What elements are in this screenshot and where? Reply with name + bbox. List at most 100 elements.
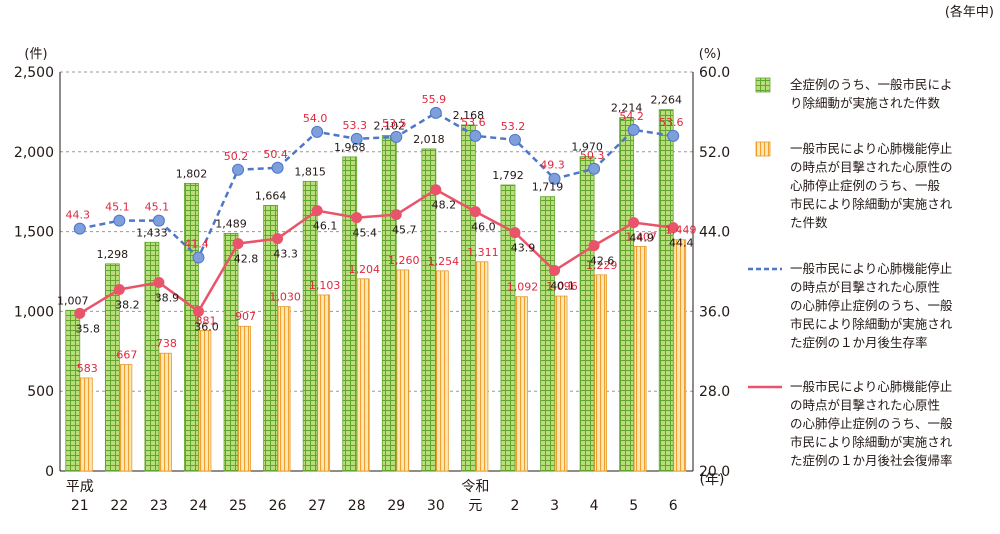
- point-survival: [508, 133, 521, 146]
- bar-witnessed-cases: [159, 352, 172, 472]
- y-right-tick: 60.0: [699, 65, 730, 81]
- point-social-return-label: 48.2: [432, 199, 457, 212]
- bar-witnessed-cases-label: 738: [156, 337, 177, 350]
- x-tick-label: 2: [511, 498, 520, 514]
- bar-witnessed-cases: [356, 278, 370, 472]
- point-survival-label: 53.3: [342, 119, 367, 132]
- point-survival-label: 54.0: [303, 112, 328, 125]
- x-tick-label: 29: [387, 498, 405, 514]
- bar-all-cases: [65, 309, 81, 472]
- y-left-tick: 500: [27, 384, 54, 400]
- point-survival: [73, 222, 86, 235]
- bar-all-cases-label: 1,489: [215, 217, 247, 230]
- bar-witnessed-cases-label: 1,103: [309, 279, 341, 292]
- bar-all-cases-label: 1,664: [255, 189, 287, 202]
- point-social-return: [390, 209, 402, 221]
- legend-text: の時点が目撃された心原性の: [790, 160, 953, 175]
- y-left-tick: 1,500: [14, 225, 54, 241]
- legend: 全症例のうち、一般市民により除細動が実施された件数一般市民により心肺機能停止の時…: [748, 77, 953, 468]
- bar-all-cases: [658, 109, 674, 472]
- bar-all-cases-label: 2,102: [374, 120, 406, 133]
- legend-text: 市民により除細動が実施され: [790, 435, 953, 450]
- bar-witnessed-cases-label: 1,311: [467, 246, 499, 259]
- bar-all-cases: [461, 124, 476, 472]
- point-survival: [548, 172, 561, 185]
- bar-all-cases-label: 1,970: [571, 141, 603, 154]
- x-tick-label: 28: [348, 498, 366, 514]
- point-survival: [192, 251, 205, 264]
- point-survival: [311, 125, 324, 138]
- x-tick-era: 平成: [66, 479, 94, 495]
- point-social-return: [549, 265, 561, 277]
- x-tick-label: 22: [110, 498, 128, 514]
- point-survival: [667, 129, 680, 142]
- point-survival: [429, 106, 442, 119]
- point-survival: [271, 161, 284, 174]
- point-social-return-label: 36.0: [194, 320, 219, 333]
- legend-swatch-all-cases: [755, 77, 771, 93]
- point-survival-label: 53.5: [382, 117, 407, 130]
- x-tick-label: 21: [71, 498, 89, 514]
- y-left-tick: 2,500: [14, 65, 54, 81]
- x-tick-label: 3: [550, 498, 559, 514]
- bar-witnessed-cases: [554, 295, 568, 472]
- legend-text: 一般市民により心肺機能停止: [790, 261, 952, 276]
- bar-all-cases: [263, 205, 278, 472]
- y-right-tick: 36.0: [699, 304, 730, 320]
- point-survival: [469, 129, 482, 142]
- x-tick-label: 27: [308, 498, 326, 514]
- bar-witnessed-cases-label: 1,449: [665, 224, 697, 237]
- legend-text: の心肺停止症例のうち、一般: [790, 298, 953, 313]
- bar-all-cases-label: 1,433: [136, 226, 168, 239]
- point-survival-label: 50.3: [580, 149, 605, 162]
- point-survival-label: 45.1: [145, 201, 170, 214]
- point-survival: [350, 132, 363, 145]
- point-social-return-label: 44.4: [669, 237, 694, 250]
- point-social-return: [509, 227, 521, 239]
- point-social-return: [192, 305, 204, 317]
- x-tick-label: 元: [468, 498, 482, 514]
- bar-witnessed-cases-label: 1,254: [428, 255, 460, 268]
- bar-all-cases-label: 2,168: [453, 109, 485, 122]
- bar-witnessed-cases-label: 1,260: [388, 254, 420, 267]
- bar-witnessed-cases: [277, 306, 291, 472]
- x-tick-label: 23: [150, 498, 168, 514]
- legend-text: の時点が目撃された心原性: [790, 280, 940, 295]
- legend-text: 心肺停止症例のうち、一般: [790, 178, 941, 193]
- y-right-unit: (%): [699, 47, 722, 62]
- y-left-tick: 0: [45, 464, 54, 480]
- bar-witnessed-cases-label: 907: [235, 310, 256, 323]
- point-survival: [390, 130, 403, 143]
- point-social-return-label: 45.4: [352, 227, 377, 240]
- bar-witnessed-cases: [673, 239, 687, 472]
- bar-witnessed-cases: [79, 377, 93, 472]
- point-social-return-label: 43.9: [511, 242, 536, 255]
- x-tick-label: 24: [190, 498, 208, 514]
- bar-all-cases: [223, 232, 239, 472]
- point-social-return: [351, 212, 363, 224]
- point-social-return-label: 46.0: [471, 221, 496, 234]
- x-unit: (年): [700, 472, 725, 488]
- point-social-return: [153, 276, 165, 288]
- y-left-tick: 2,000: [14, 145, 54, 161]
- bar-all-cases-label: 2,264: [650, 94, 682, 107]
- point-survival-label: 50.4: [263, 148, 288, 161]
- bar-all-cases-label: 2,214: [611, 102, 643, 115]
- bar-all-cases-label: 1,802: [176, 167, 208, 180]
- point-social-return-label: 38.2: [115, 298, 140, 311]
- legend-text: た症例の１か月後生存率: [790, 335, 928, 350]
- line-survival: [79, 111, 674, 260]
- legend-swatch-witnessed-cases: [755, 141, 771, 157]
- bar-witnessed-cases: [238, 325, 251, 472]
- y-right-tick: 52.0: [699, 145, 730, 161]
- bar-all-cases-label: 1,815: [294, 165, 326, 178]
- point-social-return: [588, 240, 600, 252]
- point-social-return-label: 43.3: [273, 248, 298, 261]
- x-tick-era: 令和: [461, 479, 489, 495]
- bars: [65, 109, 687, 472]
- bar-all-cases-label: 1,968: [334, 141, 366, 154]
- bar-witnessed-cases: [317, 294, 331, 472]
- bar-all-cases: [579, 156, 595, 472]
